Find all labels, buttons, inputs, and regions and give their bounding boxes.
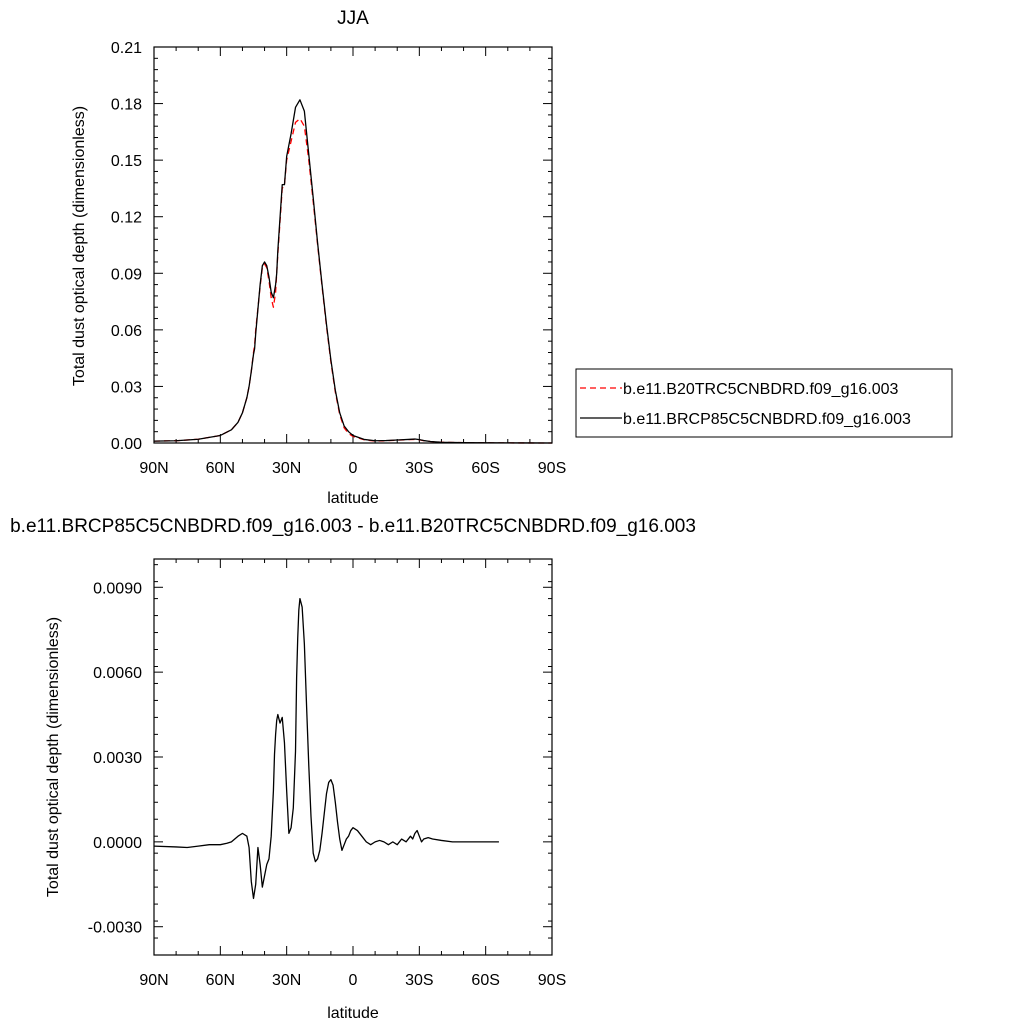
top-chart-y-axis-label: Total dust optical depth (dimensionless) — [71, 106, 88, 386]
x-tick-label: 0 — [349, 460, 358, 477]
x-tick-label: 0 — [349, 972, 358, 989]
x-tick-label: 30N — [272, 460, 301, 477]
x-tick-label: 90N — [139, 972, 168, 989]
x-tick-label: 30S — [405, 972, 433, 989]
bottom-chart-x-axis-label: latitude — [327, 1005, 379, 1022]
x-tick-label: 60S — [471, 972, 499, 989]
y-tick-label: 0.06 — [111, 323, 142, 340]
y-tick-label: 0.00 — [111, 436, 142, 453]
legend-label-historical: b.e11.B20TRC5CNBDRD.f09_g16.003 — [623, 381, 899, 398]
top-chart-ticks: 90N 60N 30N 0 30S 60S 90S 0.00 0.03 0.06 0.09 0.12 0… — [111, 40, 566, 477]
bottom-chart: b.e11.BRCP85C5CNBDRD.f09_g16.003 - b.e11… — [10, 516, 696, 1022]
x-tick-label: 60N — [206, 972, 235, 989]
y-tick-label: 0.0060 — [93, 665, 142, 682]
y-tick-label: 0.09 — [111, 266, 142, 283]
y-tick-label: 0.0030 — [93, 750, 142, 767]
y-tick-label: 0.0000 — [93, 835, 142, 852]
series-line-1 — [153, 99, 553, 444]
top-chart-x-axis-label: latitude — [327, 490, 379, 507]
legend-box — [575, 368, 953, 438]
y-tick-label: -0.0030 — [88, 920, 142, 937]
top-chart-title: JJA — [337, 8, 369, 29]
top-chart: JJA Total dust optical depth (dimensionl… — [71, 8, 953, 507]
bottom-chart-frame — [153, 558, 553, 956]
y-tick-label: 0.0090 — [93, 580, 142, 597]
x-tick-label: 30S — [405, 460, 433, 477]
y-tick-label: 0.15 — [111, 153, 142, 170]
bottom-chart-ticks: 90N 60N 30N 0 30S 60S 90S -0.0030 0.0000 0.0030 0.… — [88, 559, 566, 989]
x-tick-label: 90N — [139, 460, 168, 477]
top-chart-frame — [153, 46, 553, 444]
legend: b.e11.B20TRC5CNBDRD.f09_g16.003 b.e11.BR… — [575, 368, 953, 438]
bottom-chart-lines — [153, 597, 499, 900]
x-tick-label: 60S — [471, 460, 499, 477]
y-tick-label: 0.12 — [111, 210, 142, 227]
y-tick-label: 0.18 — [111, 97, 142, 114]
top-chart-lines — [153, 99, 553, 444]
x-tick-label: 90S — [538, 460, 566, 477]
x-tick-label: 30N — [272, 972, 301, 989]
bottom-chart-title: b.e11.BRCP85C5CNBDRD.f09_g16.003 - b.e11… — [10, 516, 696, 537]
series-line-0 — [153, 118, 553, 444]
bottom-chart-y-axis-label: Total dust optical depth (dimensionless) — [45, 617, 62, 897]
series-line-0 — [153, 597, 499, 900]
x-tick-label: 60N — [206, 460, 235, 477]
y-tick-label: 0.03 — [111, 379, 142, 396]
x-tick-label: 90S — [538, 972, 566, 989]
legend-label-rcp85: b.e11.BRCP85C5CNBDRD.f09_g16.003 — [623, 411, 911, 428]
y-tick-label: 0.21 — [111, 40, 142, 57]
